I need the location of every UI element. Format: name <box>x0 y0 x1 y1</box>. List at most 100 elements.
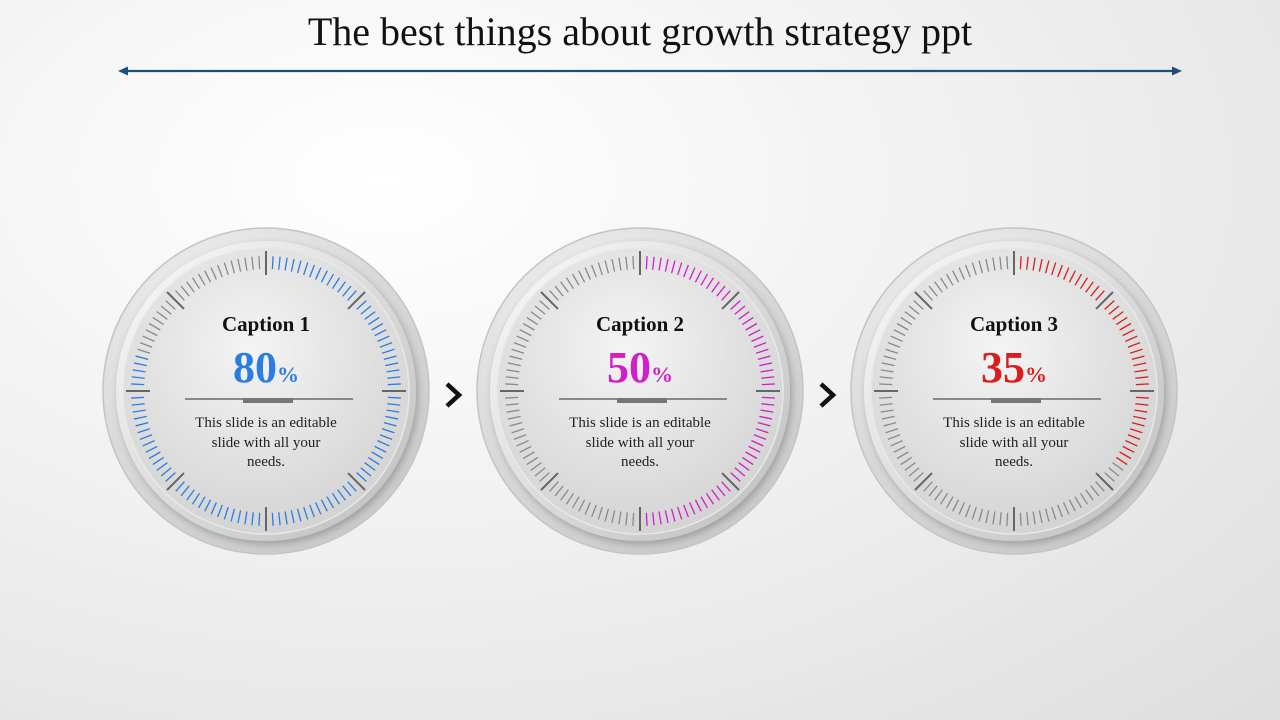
gauge-face <box>870 247 1158 535</box>
dial-tick <box>604 260 610 274</box>
dial-tick <box>315 502 322 515</box>
dial-tick <box>879 403 893 406</box>
dial-tick <box>534 467 546 477</box>
dial-tick <box>632 512 635 526</box>
dial-tick <box>165 472 176 482</box>
dial-tick <box>705 492 715 505</box>
dial-tick <box>1051 262 1057 276</box>
dial-tick <box>694 270 702 283</box>
dial-tick <box>223 262 229 276</box>
dial-tick <box>1006 512 1009 526</box>
dial-tick <box>364 311 376 320</box>
dial-tick <box>1057 264 1063 278</box>
dial-tick <box>133 415 147 420</box>
dial-tick <box>271 256 274 270</box>
dial-tick <box>135 355 149 361</box>
dial-tick <box>1032 257 1036 271</box>
dial-tick <box>705 277 715 290</box>
dial-tick <box>381 348 395 354</box>
dial-tick <box>1026 512 1029 526</box>
dial-tick <box>1006 256 1009 270</box>
dial-tick <box>1090 285 1100 297</box>
dial-tick <box>597 262 603 276</box>
gauge-description: This slide is an editable slide with all… <box>569 415 711 470</box>
dial-tick <box>204 270 212 283</box>
dial-tick <box>303 506 309 520</box>
dial-tick <box>658 511 662 525</box>
percent-sign: % <box>277 362 299 387</box>
dial-tick <box>139 434 153 440</box>
dial-tick <box>757 355 771 361</box>
chevron-right-icon <box>445 382 463 408</box>
dial-tick <box>716 285 726 297</box>
dial-tick <box>1134 369 1148 373</box>
dial-tick <box>506 409 520 413</box>
dial-major-tick <box>1095 291 1114 310</box>
dial-tick <box>700 496 709 509</box>
dial-tick <box>881 362 895 367</box>
dial-tick <box>751 440 764 447</box>
dial-tick <box>530 311 542 320</box>
dial-tick <box>522 451 535 460</box>
dial-tick <box>1063 502 1070 515</box>
dial-tick <box>347 481 357 492</box>
dial-tick <box>971 262 977 276</box>
dial-tick <box>530 462 542 471</box>
dial-tick <box>761 403 775 406</box>
dial-tick <box>331 277 341 290</box>
dial-tick <box>618 257 622 271</box>
dial-tick <box>578 270 586 283</box>
dial-tick <box>745 451 758 460</box>
dial-tick <box>271 512 274 526</box>
dial-tick <box>534 305 546 315</box>
dial-tick <box>1032 511 1036 525</box>
dial-tick <box>516 440 529 447</box>
dial-tick <box>591 504 597 518</box>
title-divider-arrow <box>118 66 1182 76</box>
dial-tick <box>757 421 771 427</box>
dial-tick <box>505 383 519 386</box>
dial-tick <box>565 277 575 290</box>
dial-tick <box>716 485 726 497</box>
dial-tick <box>632 256 635 270</box>
dial-tick <box>364 462 376 471</box>
dial-tick <box>244 511 248 525</box>
dial-tick <box>761 376 775 379</box>
dial-tick <box>506 369 520 373</box>
gauge-description: This slide is an editable slide with all… <box>195 415 337 470</box>
dial-tick <box>309 504 315 518</box>
dial-tick <box>377 335 390 342</box>
dial-tick <box>652 512 655 526</box>
dial-tick <box>377 440 390 447</box>
dial-tick <box>326 496 335 509</box>
dial-tick <box>908 467 920 477</box>
dial-tick <box>526 316 539 326</box>
dial-tick <box>217 264 223 278</box>
dial-tick <box>367 316 380 326</box>
dial-tick <box>511 348 525 354</box>
dial-tick <box>1057 504 1063 518</box>
dial-tick <box>549 290 559 301</box>
gauge-percentage: 80% <box>101 342 431 404</box>
dial-tick <box>1108 305 1120 315</box>
dial-tick <box>923 481 933 492</box>
gauge-face <box>496 247 784 535</box>
dial-tick <box>309 264 315 278</box>
dial-tick <box>511 428 525 434</box>
dial-major-tick <box>721 291 740 310</box>
dial-tick <box>539 300 550 310</box>
dial-tick <box>645 512 648 526</box>
dial-tick <box>677 506 683 520</box>
dial-tick <box>904 462 916 471</box>
dial-tick <box>258 256 261 270</box>
dial-tick <box>611 510 616 524</box>
dial-tick <box>505 376 519 379</box>
dial-tick <box>893 329 906 337</box>
dial-tick <box>883 421 897 427</box>
gauge-1: Caption 1 80% This slide is an editable … <box>101 226 431 556</box>
dial-tick <box>965 504 971 518</box>
dial-tick <box>913 472 924 482</box>
gauge-percentage: 35% <box>849 342 1179 404</box>
dial-tick <box>1090 485 1100 497</box>
dial-tick <box>658 257 662 271</box>
